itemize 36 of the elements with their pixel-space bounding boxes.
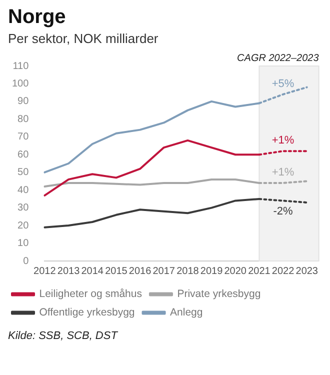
legend-label: Leiligheter og småhus — [39, 288, 142, 300]
x-tick-label: 2020 — [224, 266, 247, 277]
annotation: +5% — [272, 78, 294, 90]
chart-title: Norge — [7, 5, 67, 29]
x-tick-label: 2013 — [57, 266, 80, 277]
y-tick-label: 60 — [18, 149, 30, 160]
y-tick-label: 30 — [18, 202, 30, 214]
chart-subtitle: Per sektor, NOK milliarder — [7, 30, 160, 48]
band-label: CAGR 2022–2023 — [237, 52, 320, 64]
x-tick-label: 2022 — [272, 266, 295, 277]
x-tick-label: 2017 — [152, 266, 176, 277]
x-tick-label: 2012 — [34, 266, 56, 277]
text: Kilde: SSB, SCB, DST — [7, 329, 119, 342]
y-tick-label: 50 — [18, 167, 30, 178]
y-tick-label: 0 — [23, 256, 30, 267]
legend-label: Offentlige yrkesbygg — [39, 306, 135, 319]
legend-label: Anlegg — [170, 306, 203, 319]
legend-label: Private yrkesbygg — [177, 288, 261, 300]
x-tick-label: 2016 — [128, 266, 152, 277]
y-tick-label: 70 — [18, 132, 30, 143]
x-tick-label: 2023 — [296, 266, 318, 277]
x-tick-label: 2021 — [248, 266, 271, 277]
annotation: -2% — [273, 205, 294, 218]
x-tick-label: 2015 — [105, 266, 128, 277]
annotation: +1% — [272, 134, 294, 147]
x-tick-label: 2018 — [176, 266, 200, 277]
y-tick-label: 90 — [18, 96, 30, 108]
y-tick-label: 80 — [18, 114, 30, 125]
y-tick-label: 110 — [12, 60, 30, 72]
x-tick-label: 2019 — [200, 266, 224, 277]
x-tick-label: 2014 — [81, 266, 104, 277]
y-tick-label: 100 — [12, 78, 30, 90]
annotation: +1% — [272, 166, 294, 179]
y-tick-label: 10 — [18, 238, 30, 250]
y-tick-label: 40 — [18, 184, 30, 196]
y-tick-label: 20 — [18, 220, 30, 232]
